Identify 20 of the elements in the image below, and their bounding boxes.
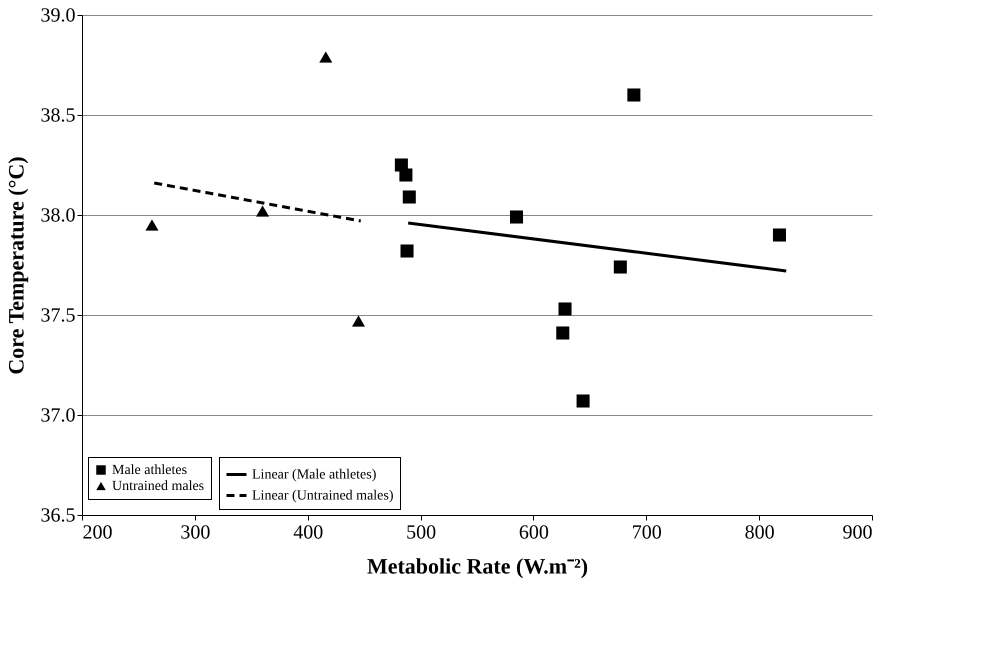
y-tick-label: 37.5 xyxy=(40,304,76,326)
y-tick-label: 37.0 xyxy=(40,404,76,426)
y-tick-label: 38.0 xyxy=(40,204,76,226)
legend-label: Linear (Untrained males) xyxy=(252,488,394,504)
x-tick-label: 800 xyxy=(744,522,775,544)
x-tick-label: 400 xyxy=(293,522,324,544)
x-tick-label: 600 xyxy=(518,522,549,544)
y-tick-label: 39.0 xyxy=(40,4,76,26)
legend-label: Linear (Male athletes) xyxy=(252,468,377,482)
x-tick-label: 300 xyxy=(180,522,210,544)
legend-label: Male athletes xyxy=(112,463,188,478)
x-tick-label: 500 xyxy=(406,522,436,544)
y-axis-title: Core Temperature (°C) xyxy=(4,156,28,375)
y-tick-label: 36.5 xyxy=(40,504,76,526)
x-tick-label: 700 xyxy=(632,522,662,544)
legend-label: Untrained males xyxy=(112,479,204,494)
x-tick-label: 200 xyxy=(82,522,112,544)
y-tick-label: 38.5 xyxy=(40,104,76,126)
x-axis-title: Metabolic Rate (W.m⁻²) xyxy=(366,554,588,578)
x-tick-label: 900 xyxy=(842,522,872,544)
